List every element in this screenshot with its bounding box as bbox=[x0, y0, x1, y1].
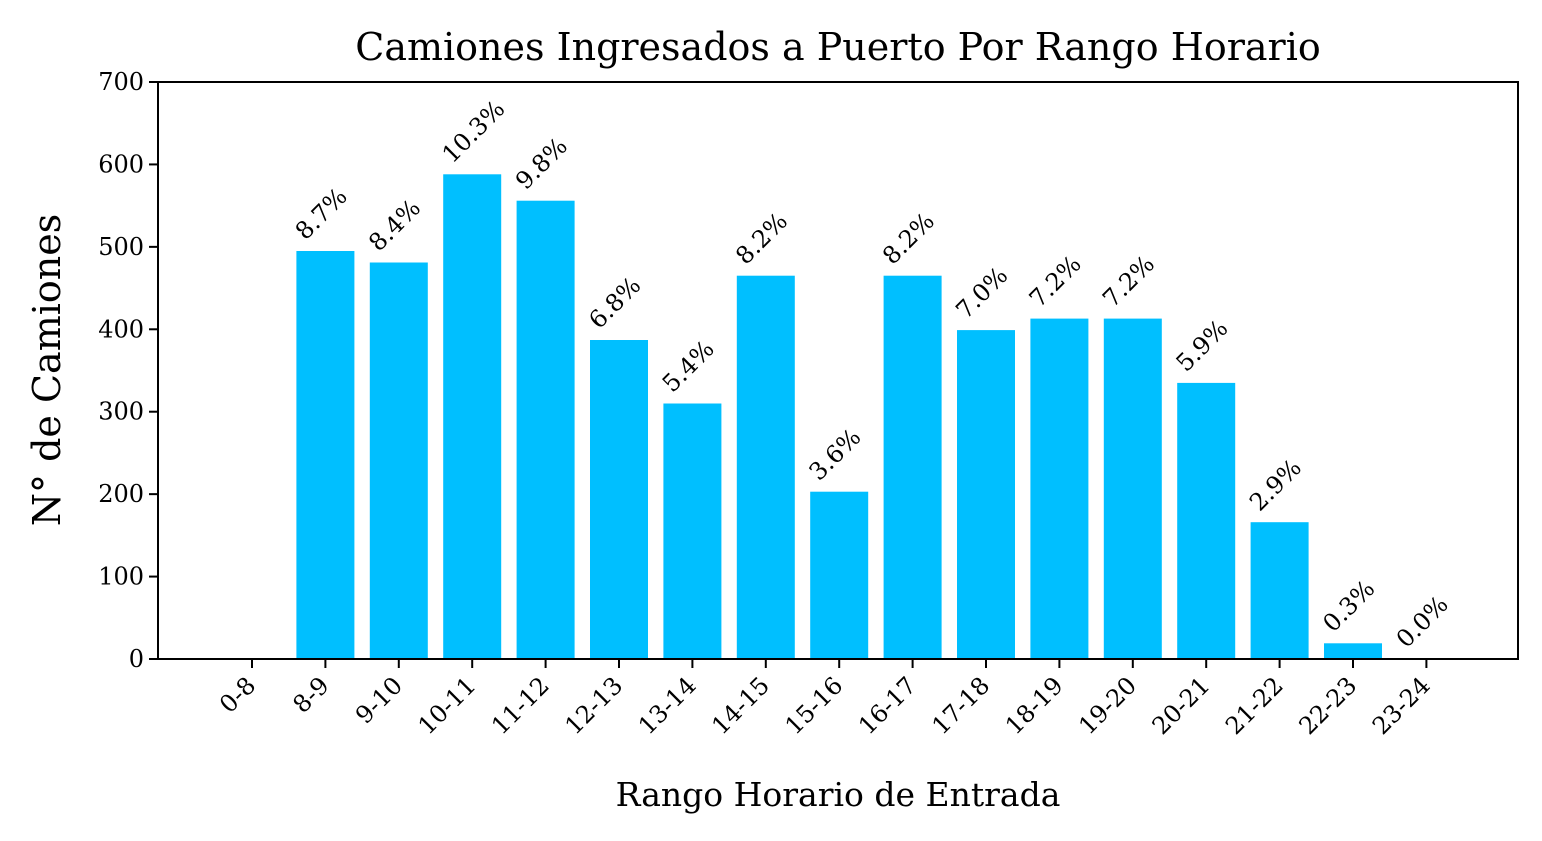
bar-15-16 bbox=[810, 491, 869, 659]
bar-9-10 bbox=[369, 262, 428, 659]
x-tick-label-15-16: 15-16 bbox=[780, 671, 849, 740]
x-tick-label-18-19: 18-19 bbox=[1000, 671, 1069, 740]
data-label-23-24: 0.0% bbox=[1391, 590, 1454, 653]
data-label-14-15: 8.2% bbox=[730, 207, 793, 270]
bars-layer bbox=[296, 174, 1382, 660]
y-tick-label-500: 500 bbox=[98, 233, 144, 261]
x-tick-label-19-20: 19-20 bbox=[1073, 671, 1142, 740]
chart-title: Camiones Ingresados a Puerto Por Rango H… bbox=[355, 25, 1320, 69]
data-label-20-21: 5.9% bbox=[1171, 314, 1234, 377]
x-tick-label-12-13: 12-13 bbox=[560, 671, 629, 740]
y-axis-label: N° de Camiones bbox=[25, 214, 69, 526]
plot-frame bbox=[157, 81, 1519, 660]
x-tick-label-13-14: 13-14 bbox=[633, 671, 702, 740]
x-tick-label-10-11: 10-11 bbox=[413, 671, 482, 740]
data-label-17-18: 7.0% bbox=[950, 261, 1013, 324]
data-label-22-23: 0.3% bbox=[1317, 575, 1380, 638]
data-label-13-14: 5.4% bbox=[657, 335, 720, 398]
bar-22-23 bbox=[1324, 643, 1382, 659]
bar-18-19 bbox=[1030, 318, 1089, 659]
data-label-8-9: 8.7% bbox=[290, 182, 353, 245]
data-label-15-16: 3.6% bbox=[804, 423, 867, 486]
bar-8-9 bbox=[296, 251, 355, 659]
x-tick-label-22-23: 22-23 bbox=[1294, 671, 1363, 740]
data-label-11-12: 9.8% bbox=[510, 132, 573, 195]
data-label-21-22: 2.9% bbox=[1244, 454, 1307, 517]
bar-17-18 bbox=[957, 330, 1015, 659]
y-tick-label-300: 300 bbox=[98, 398, 144, 426]
data-label-19-20: 7.2% bbox=[1097, 250, 1160, 313]
y-axis: 0 100 200 300 400 500 600 700 bbox=[98, 68, 158, 673]
bar-16-17 bbox=[883, 275, 942, 659]
x-tick-label-23-24: 23-24 bbox=[1367, 671, 1436, 740]
y-tick-label-700: 700 bbox=[98, 68, 144, 96]
x-tick-label-20-21: 20-21 bbox=[1147, 671, 1216, 740]
x-tick-label-16-17: 16-17 bbox=[853, 671, 922, 740]
x-tick-label-9-10: 9-10 bbox=[350, 671, 408, 729]
x-axis: 0-8 8-9 9-10 10-11 11-12 12-13 13-14 14-15 15-16… bbox=[214, 659, 1436, 740]
bar-21-22 bbox=[1250, 522, 1309, 659]
x-tick-label-0-8: 0-8 bbox=[214, 671, 261, 718]
bar-11-12 bbox=[516, 200, 575, 659]
data-label-9-10: 8.4% bbox=[363, 194, 426, 257]
data-label-12-13: 6.8% bbox=[583, 271, 646, 334]
bar-13-14 bbox=[663, 403, 722, 659]
bar-14-15 bbox=[736, 275, 795, 659]
y-tick-label-600: 600 bbox=[98, 150, 144, 178]
bar-20-21 bbox=[1177, 382, 1236, 659]
x-axis-label: Rango Horario de Entrada bbox=[616, 775, 1061, 814]
y-tick-label-100: 100 bbox=[98, 563, 144, 591]
data-label-10-11: 10.3% bbox=[437, 95, 511, 169]
y-tick-label-200: 200 bbox=[98, 480, 144, 508]
x-tick-label-21-22: 21-22 bbox=[1220, 671, 1289, 740]
x-tick-label-14-15: 14-15 bbox=[706, 671, 775, 740]
x-tick-label-11-12: 11-12 bbox=[486, 671, 555, 740]
y-tick-label-400: 400 bbox=[98, 315, 144, 343]
bar-19-20 bbox=[1103, 318, 1162, 659]
bar-12-13 bbox=[590, 340, 648, 659]
data-label-16-17: 8.2% bbox=[877, 207, 940, 270]
bar-10-11 bbox=[443, 174, 502, 660]
y-tick-label-0: 0 bbox=[129, 645, 144, 673]
data-label-18-19: 7.2% bbox=[1024, 250, 1087, 313]
x-tick-label-8-9: 8-9 bbox=[288, 671, 335, 718]
x-tick-label-17-18: 17-18 bbox=[927, 671, 996, 740]
